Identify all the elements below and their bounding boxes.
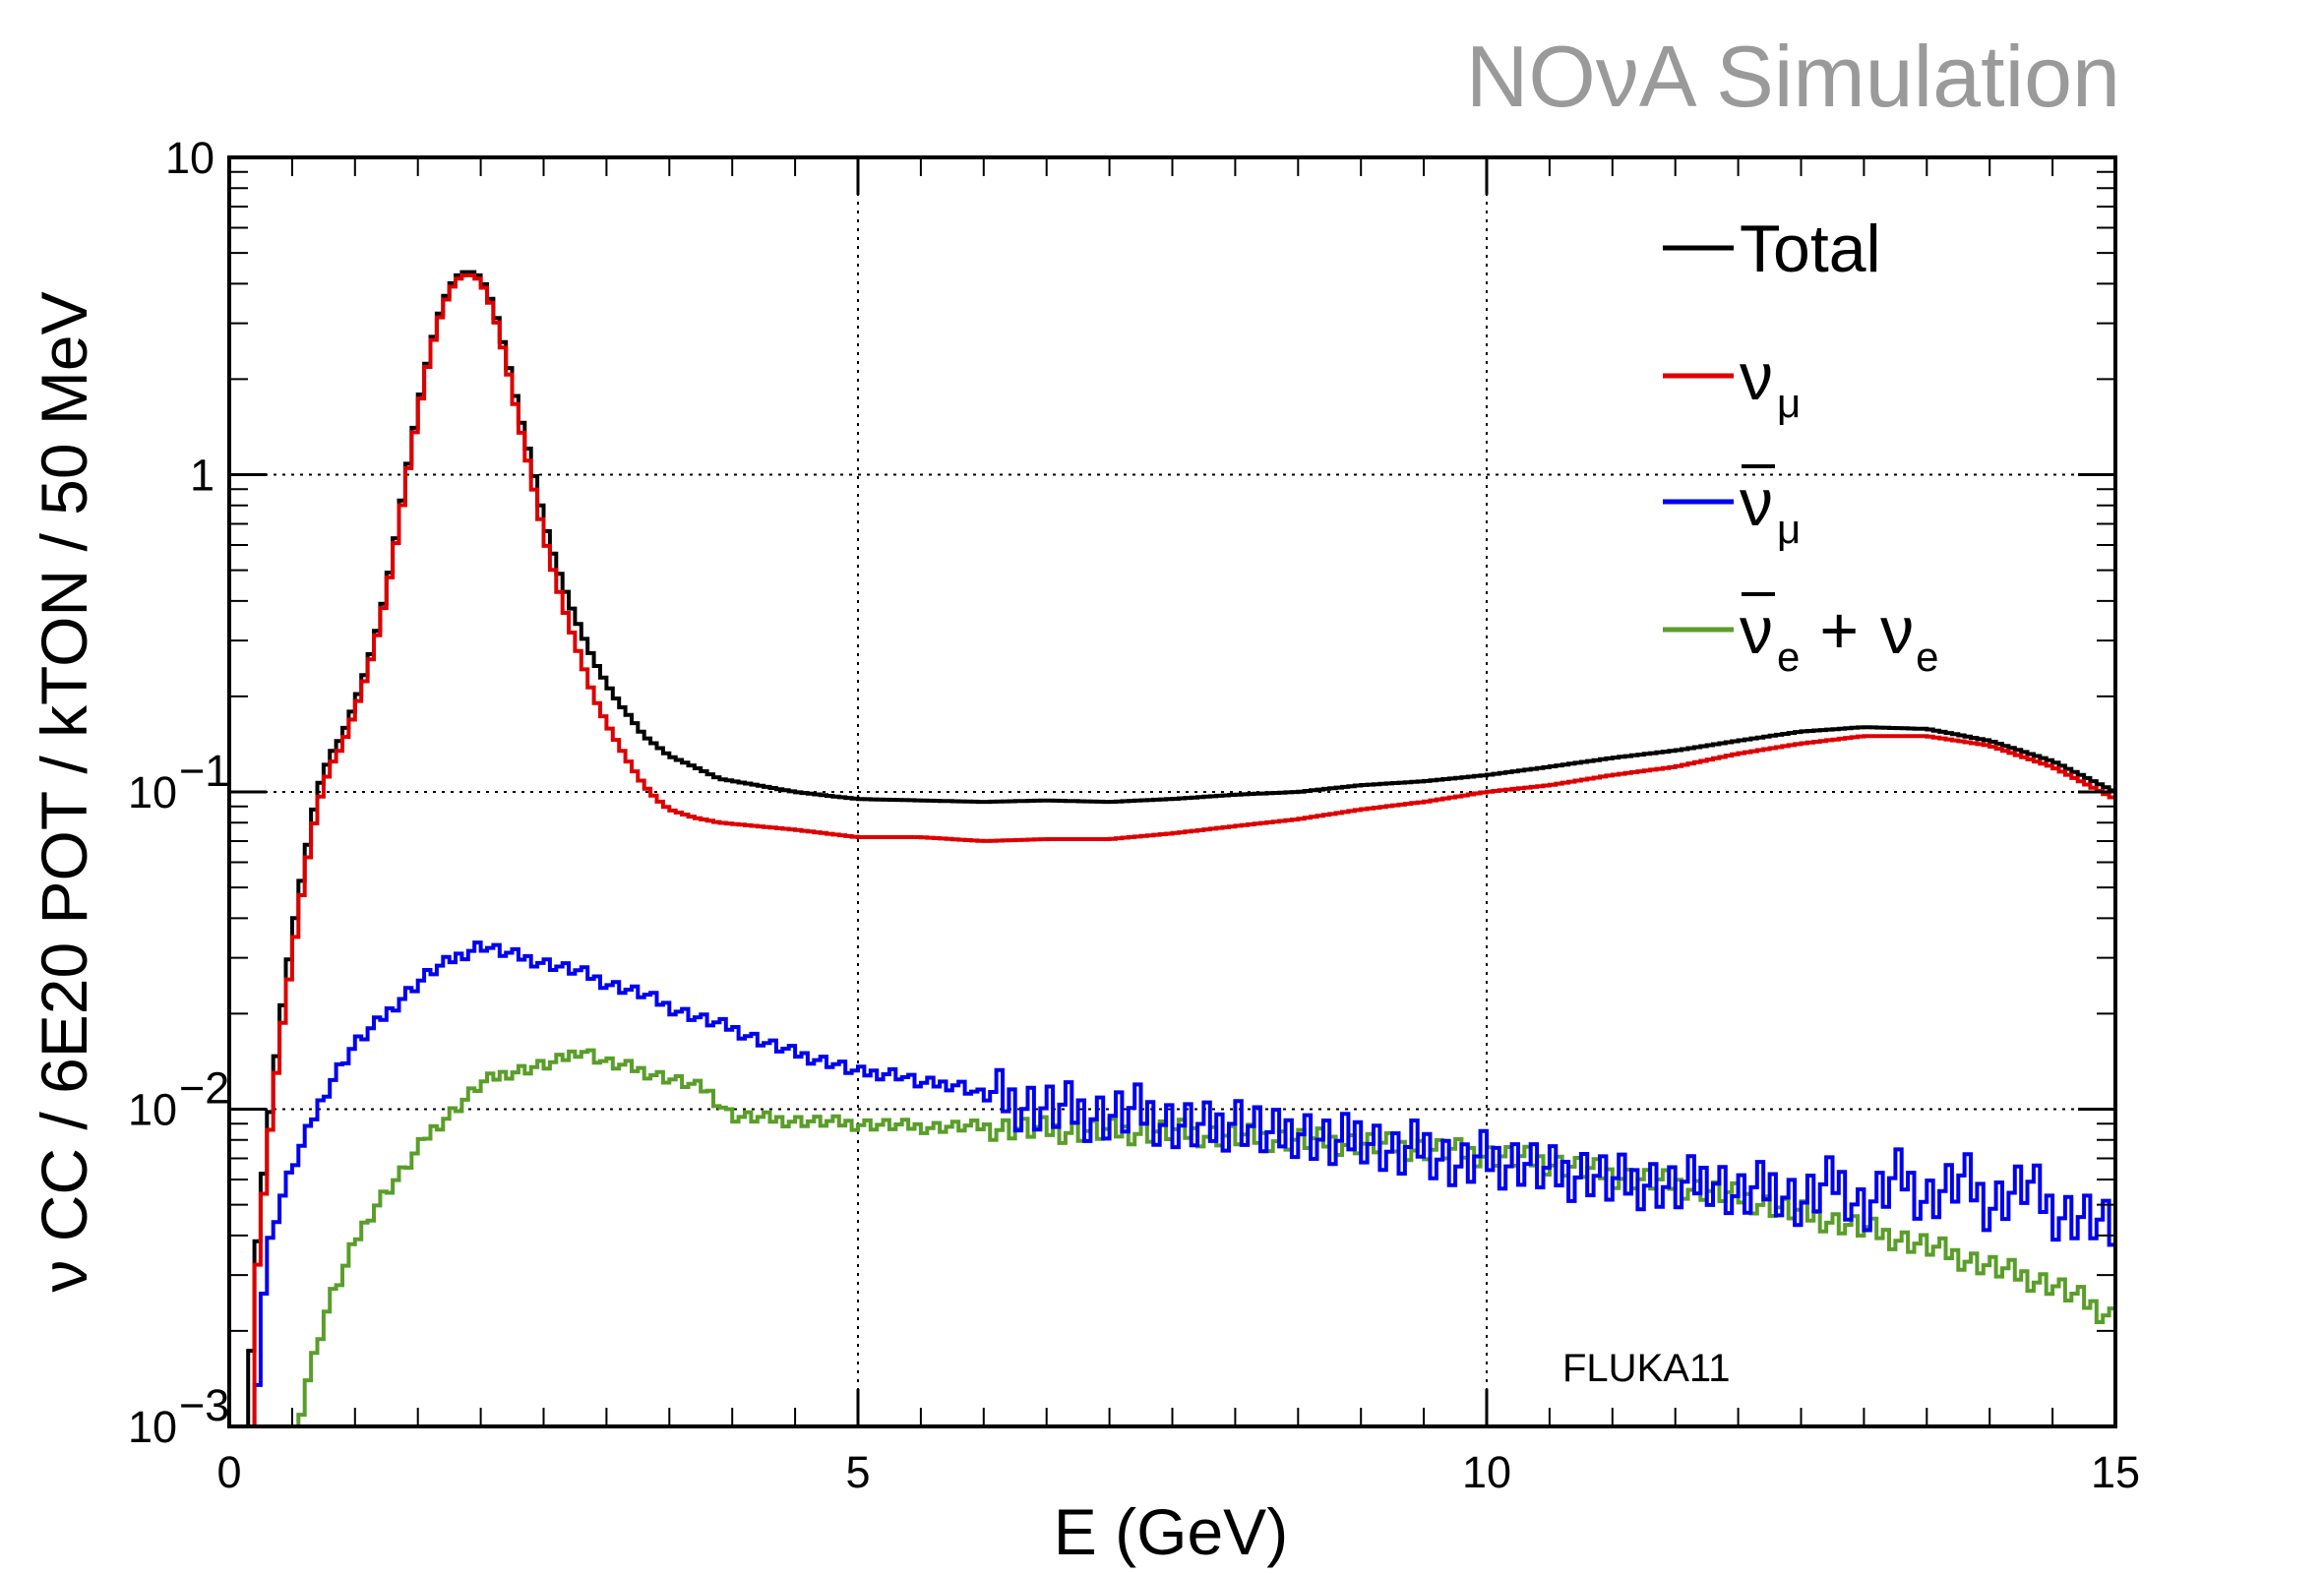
x-tick-label: 10 [1462,1447,1511,1497]
series-total-line [246,270,2115,1426]
generator-annotation: FLUKA11 [1562,1347,1730,1390]
y-tick-exponent: −1 [179,746,229,796]
legend-sub-2: μ [1777,506,1801,552]
series-nue-line [296,1048,2115,1426]
y-tick-exponent: −2 [179,1063,229,1114]
legend-label-0: Total [1740,212,1881,286]
series-numu-line [252,272,2115,1426]
series-numubar-line [252,940,2115,1426]
legend-label-3: ν [1740,593,1773,668]
y-tick-label: 1 [190,451,214,501]
x-axis-title: E (GeV) [1054,1495,1288,1568]
legend-sub-nue: e [1916,634,1938,680]
y-tick-label: 10 [165,133,214,183]
legend-plus: + [1819,593,1859,668]
legend-label-1: ν [1740,339,1773,414]
series-group [246,270,2115,1426]
y-tick-label: 10 [128,1085,177,1135]
x-axis-ticks: 0 5 10 15 [216,157,2140,1497]
legend-label-nue: ν [1880,593,1914,668]
x-tick-label: 15 [2091,1447,2140,1497]
watermark-text: NOνA Simulation [1466,28,2120,125]
y-tick-exponent: −3 [179,1380,229,1430]
legend-sub-1: μ [1777,380,1801,426]
x-tick-label: 0 [216,1447,241,1497]
legend-label-2: ν [1740,465,1773,540]
y-axis-title: ν CC / 6E20 POT / kTON / 50 MeV [28,291,100,1292]
x-tick-label: 5 [845,1447,870,1497]
y-tick-label: 10 [128,767,177,817]
legend-sub-3: e [1777,634,1800,680]
y-tick-label: 10 [128,1402,177,1452]
